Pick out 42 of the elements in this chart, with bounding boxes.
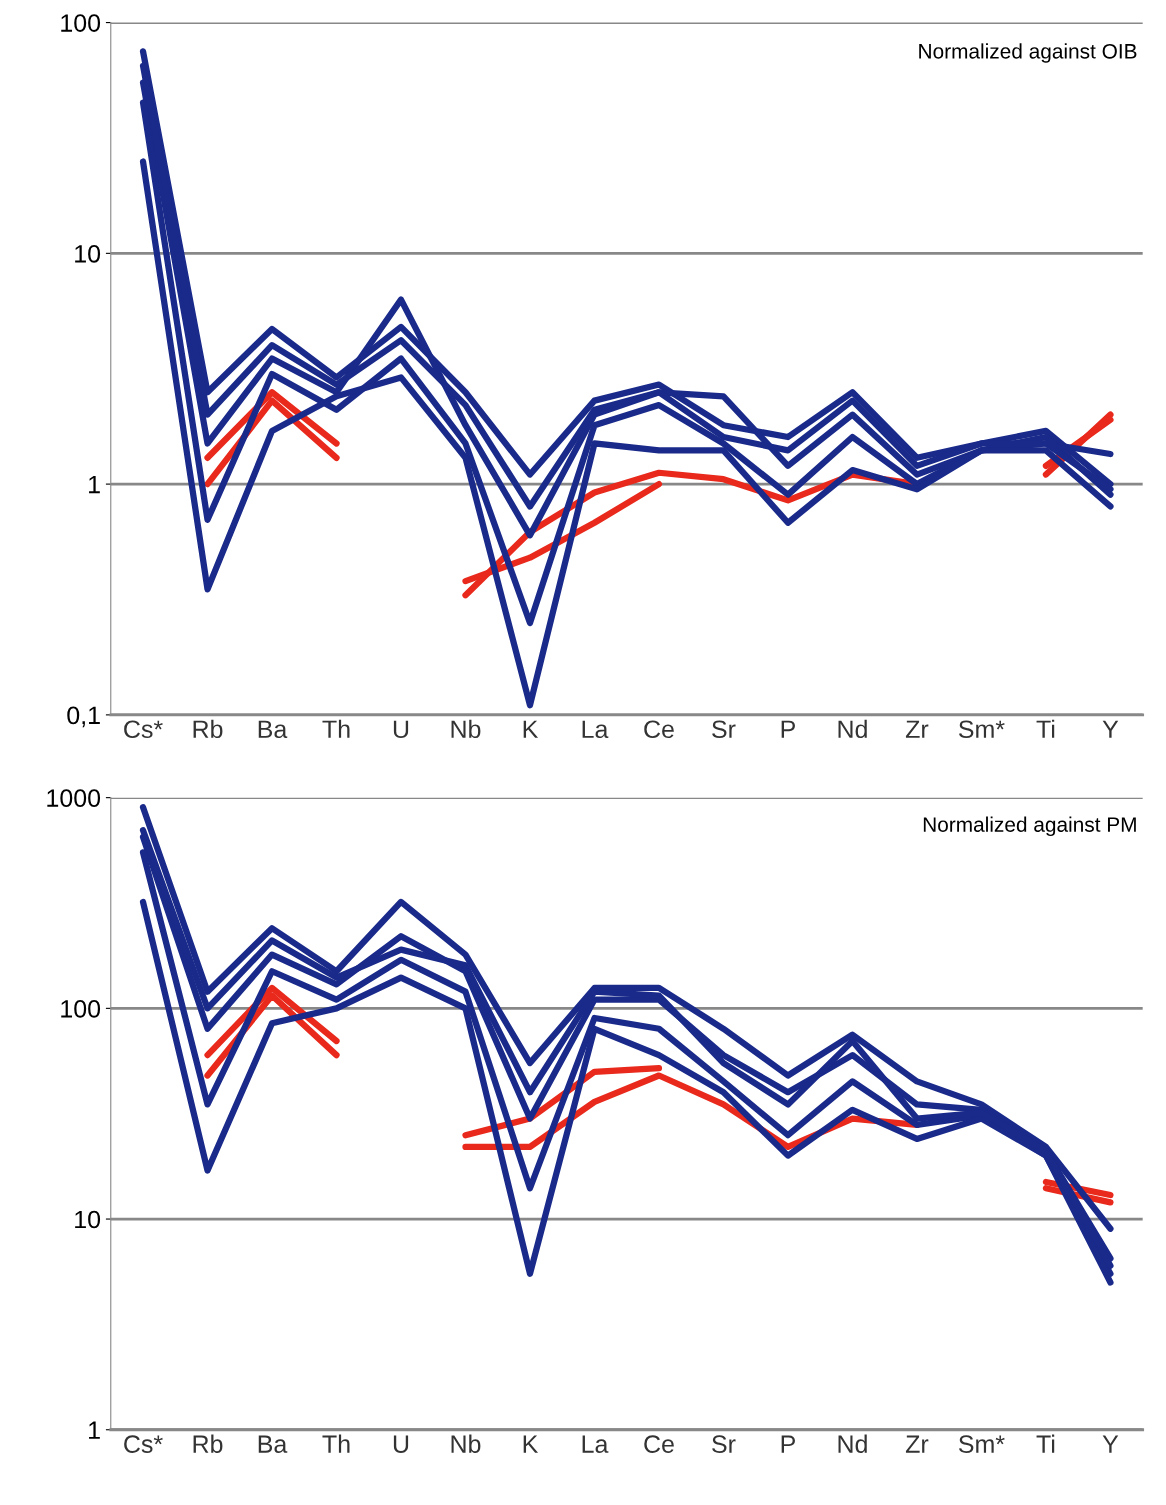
x-tick-label: Nb [451,719,481,739]
x-tick-label: Sm* [958,720,1005,739]
y-tick-label: 100 [61,14,101,32]
x-tick-label: Cs* [124,720,163,739]
x-tick-label: Ba [258,720,288,739]
x-tick-label: Ce [644,720,674,739]
x-tick-label: Th [322,1434,350,1453]
y-tick-label: 10 [75,244,101,263]
y-tick-label: 1000 [47,789,101,807]
x-tick-label: La [582,1435,609,1453]
y-tick-label: 100 [61,999,101,1018]
x-tick-label: Sr [712,1435,736,1453]
x-tick-label: Sm* [958,1435,1005,1453]
annotation: Normalized against OIB [919,43,1137,63]
x-tick-label: Ba [258,1435,288,1453]
x-tick-label: Nb [451,1434,481,1453]
x-tick-label: La [582,720,609,739]
x-tick-label: Nd [838,719,867,739]
x-tick-label: Ti [1036,1434,1055,1453]
x-tick-label: K [523,720,539,738]
x-tick-label: Rb [193,719,223,739]
x-tick-label: K [523,1435,539,1453]
y-tick-label: 10 [75,1210,101,1229]
x-tick-label: Zr [905,720,929,738]
x-tick-label: P [781,1435,795,1453]
x-tick-label: Sr [712,720,736,739]
y-tick-label: 0,1 [67,706,100,728]
x-tick-label: Cs* [124,1435,163,1453]
x-tick-label: Y [1102,1435,1119,1453]
x-tick-label: U [393,720,409,739]
x-tick-label: Nd [838,1434,867,1453]
x-tick-label: Th [322,719,350,738]
x-tick-label: P [781,720,795,738]
annotation: Normalized against PM [923,816,1136,837]
x-tick-label: Y [1102,720,1119,738]
y-tick-label: 1 [89,475,100,494]
y-tick-label: 1 [89,1421,100,1439]
x-tick-label: Ti [1036,719,1055,738]
x-tick-label: Rb [193,1434,223,1453]
x-tick-label: Zr [905,1435,929,1453]
x-tick-label: Ce [644,1435,674,1453]
x-tick-label: U [393,1435,409,1453]
